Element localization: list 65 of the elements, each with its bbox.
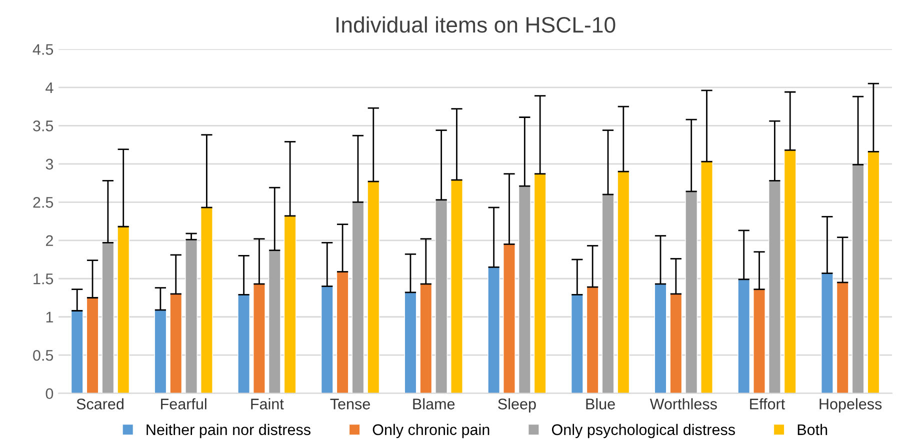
bar (738, 279, 750, 394)
y-tick-label: 0 (46, 388, 54, 400)
y-tick-label: 4 (46, 82, 54, 93)
y-tick-label: 1.5 (34, 274, 54, 284)
y-tick-label: 2 (46, 235, 53, 246)
x-tick-label: Sleep (498, 398, 536, 412)
bar (503, 244, 516, 394)
legend-label: Only chronic pain (372, 424, 490, 438)
bar (836, 282, 849, 394)
bar (200, 207, 213, 394)
x-tick-label: Hopeless (820, 398, 882, 412)
bar (586, 286, 599, 394)
y-tick-label: 4.5 (32, 44, 54, 55)
bar (534, 173, 546, 394)
x-tick-label: Faint (251, 398, 284, 410)
bar (420, 284, 432, 394)
bar (602, 194, 614, 394)
legend-label: Both (798, 424, 828, 436)
bar (821, 272, 834, 394)
bar (117, 226, 130, 394)
y-tick-label: 1 (46, 312, 53, 322)
bar (102, 242, 114, 394)
bar (784, 150, 796, 394)
bar (320, 286, 334, 394)
bar (852, 164, 864, 394)
bar (753, 288, 766, 394)
bar (185, 239, 198, 394)
legend-label: Only psychological distress (552, 424, 735, 438)
bar (70, 310, 84, 394)
y-tick-label: 2.5 (33, 197, 54, 208)
bar (867, 151, 880, 394)
bar (518, 186, 531, 394)
bar (404, 292, 417, 394)
bar (654, 284, 667, 394)
bar (268, 250, 281, 394)
bar (284, 216, 296, 394)
bar (670, 294, 682, 394)
bar (570, 294, 584, 394)
x-tick-label: Blue (586, 398, 615, 410)
bar (238, 294, 250, 394)
chart-title: Individual items on HSCL-10 (336, 16, 616, 33)
bar (86, 297, 99, 394)
bar (435, 200, 448, 394)
x-tick-label: Blame (413, 398, 455, 410)
y-tick-label: 3.5 (33, 120, 54, 132)
bar (488, 266, 500, 394)
bar (617, 171, 630, 394)
bar (685, 191, 698, 394)
x-tick-label: Worthless (650, 398, 717, 410)
bar (352, 202, 364, 394)
bar (450, 180, 463, 394)
bar (170, 294, 182, 394)
x-tick-label: Fearful (161, 398, 206, 410)
bar (336, 271, 349, 394)
bar (700, 161, 713, 394)
bar (367, 181, 380, 394)
y-tick-label: 0.5 (33, 350, 54, 361)
x-tick-label: Scared (76, 398, 124, 410)
legend-label: Neither pain nor distress (146, 424, 310, 438)
bar (154, 310, 167, 394)
y-tick-label: 3 (46, 158, 54, 170)
x-tick-label: Tense (330, 398, 370, 410)
bar (768, 180, 781, 394)
bar (253, 284, 266, 394)
x-tick-label: Effort (750, 398, 785, 410)
